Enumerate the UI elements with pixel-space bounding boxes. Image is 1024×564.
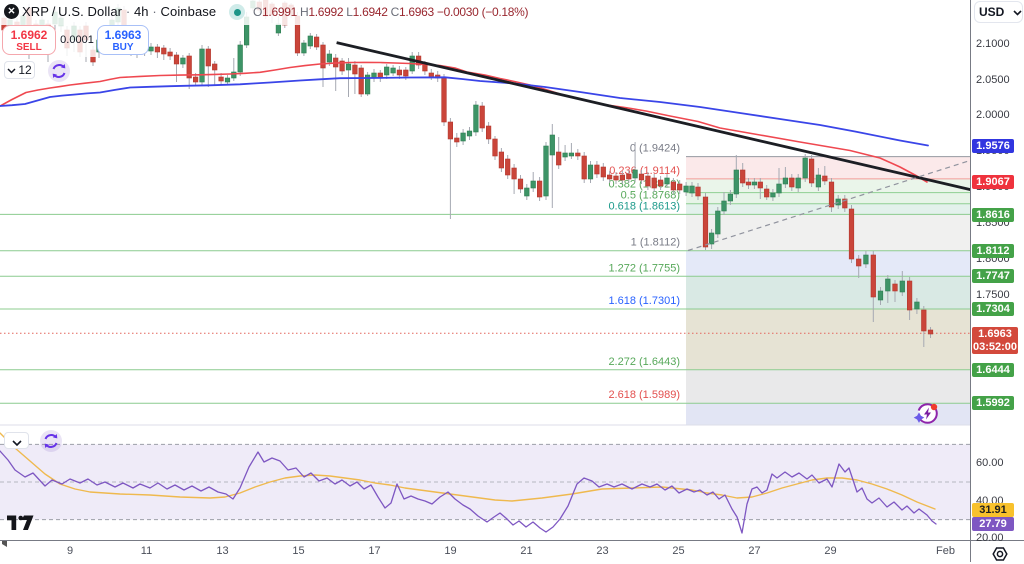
svg-text:0 (1.9424): 0 (1.9424) — [630, 143, 680, 155]
svg-text:1 (1.8112): 1 (1.8112) — [631, 237, 680, 249]
svg-text:0.618 (1.8613): 0.618 (1.8613) — [608, 200, 680, 212]
svg-text:0.5 (1.8768): 0.5 (1.8768) — [621, 190, 680, 202]
svg-text:1.618 (1.7301): 1.618 (1.7301) — [608, 295, 680, 307]
svg-text:2.618 (1.5989): 2.618 (1.5989) — [608, 389, 680, 401]
svg-text:2.272 (1.6443): 2.272 (1.6443) — [608, 356, 680, 368]
svg-text:1.272 (1.7755): 1.272 (1.7755) — [608, 262, 680, 274]
